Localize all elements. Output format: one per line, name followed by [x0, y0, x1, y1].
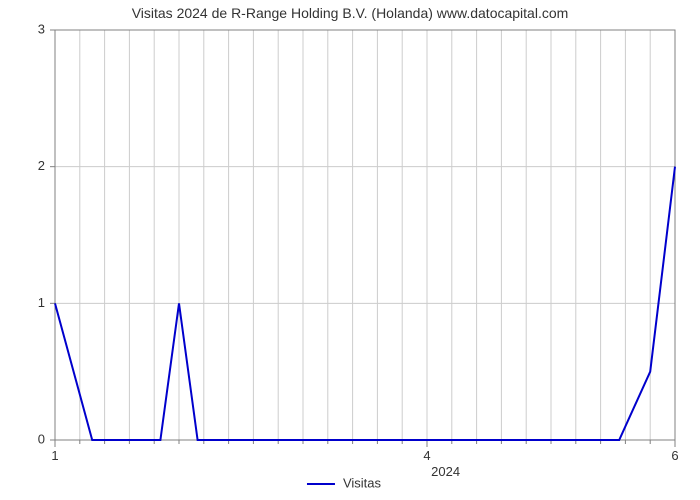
y-tick-label: 0: [38, 431, 45, 446]
y-tick-label: 3: [38, 21, 45, 36]
chart-title: Visitas 2024 de R-Range Holding B.V. (Ho…: [132, 5, 569, 21]
x-tick-label: 4: [423, 448, 430, 463]
y-tick-label: 1: [38, 295, 45, 310]
legend-label: Visitas: [343, 475, 382, 490]
x-axis-year-label: 2024: [431, 464, 460, 479]
visits-chart: 01231462024Visitas 2024 de R-Range Holdi…: [0, 0, 700, 500]
x-tick-label: 1: [51, 448, 58, 463]
x-tick-label: 6: [671, 448, 678, 463]
y-tick-label: 2: [38, 158, 45, 173]
